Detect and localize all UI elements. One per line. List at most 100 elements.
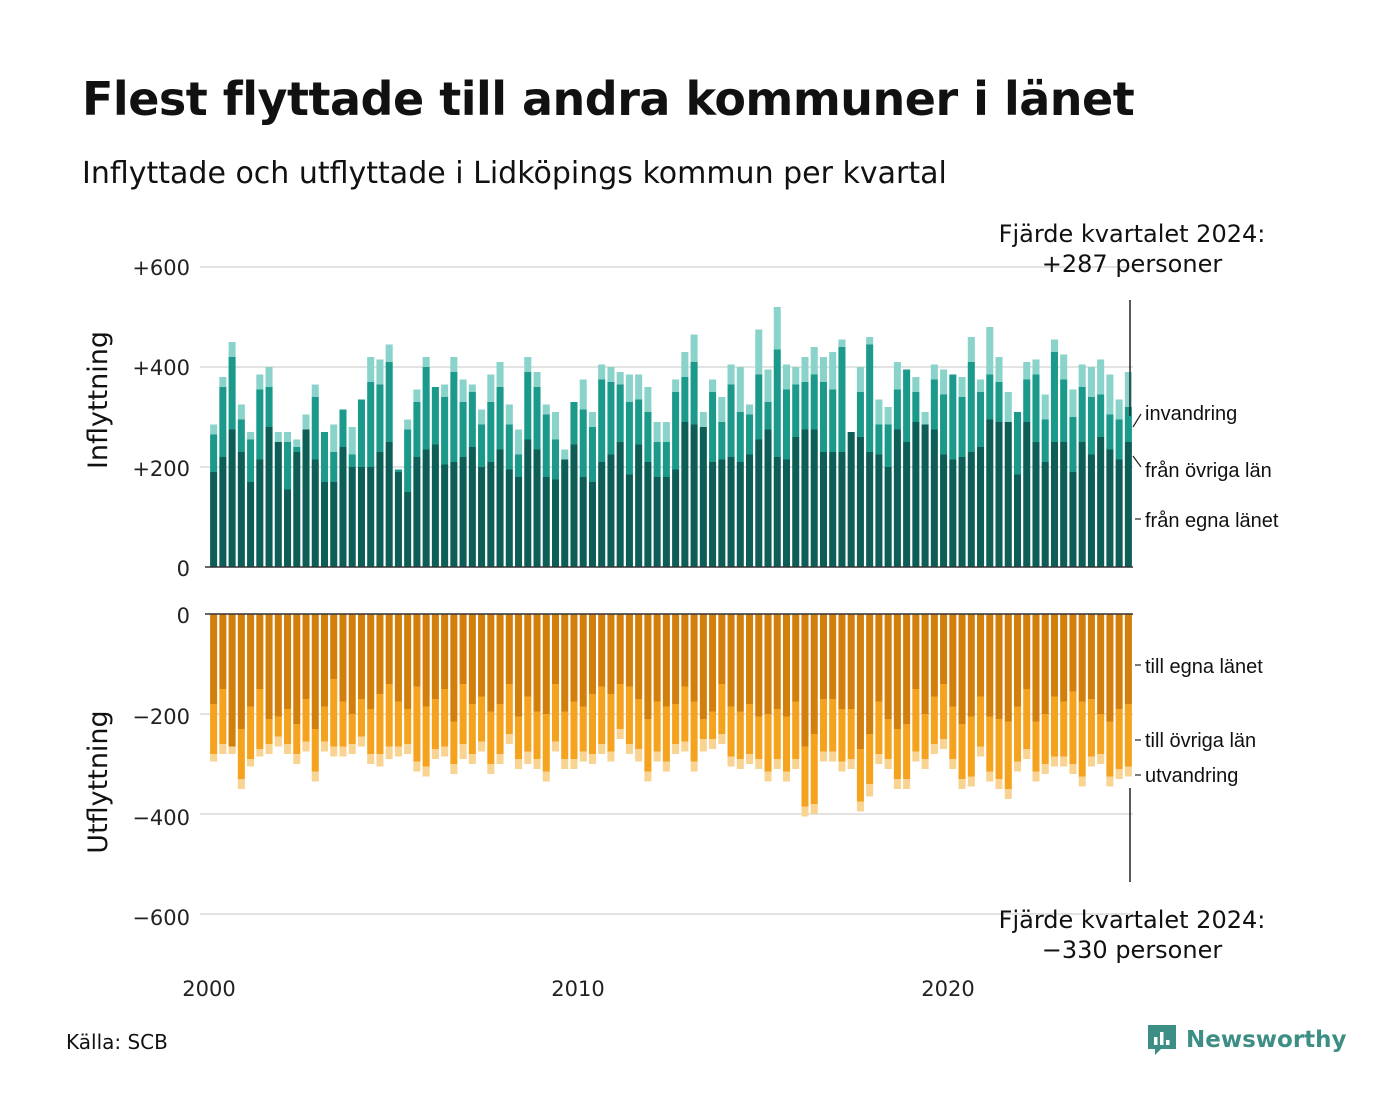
bar-out-own-county [681, 614, 689, 687]
bar-emigration [949, 759, 957, 769]
bar-out-own-county [958, 614, 966, 724]
bar-emigration [662, 761, 670, 772]
bar-in-own-county [866, 452, 874, 567]
bar-out-own-county [1097, 614, 1105, 714]
bar-in-other-counties [893, 389, 901, 430]
bar-immigration [588, 412, 596, 427]
bar-out-own-county [1032, 614, 1040, 722]
bar-out-own-county [893, 614, 901, 729]
bar-emigration [699, 739, 707, 752]
bar-immigration [1060, 354, 1068, 380]
bar-in-own-county [699, 427, 707, 567]
annotation-top-line2: +287 personer [1042, 250, 1223, 278]
bar-out-own-county [468, 614, 476, 704]
bar-out-other-counties [819, 699, 827, 752]
bar-in-own-county [1087, 454, 1095, 567]
bar-in-other-counties [376, 384, 384, 452]
bar-out-own-county [237, 614, 245, 729]
bar-in-other-counties [1060, 379, 1068, 442]
bar-emigration [921, 759, 929, 769]
bar-in-own-county [782, 459, 791, 567]
bar-out-other-counties [773, 709, 781, 759]
bar-out-other-counties [210, 704, 218, 754]
bar-out-own-county [977, 614, 985, 697]
bar-out-other-counties [533, 711, 541, 759]
bar-emigration [570, 759, 578, 769]
bar-out-own-county [625, 614, 633, 687]
bar-out-own-county [736, 614, 744, 712]
bar-out-own-county [256, 614, 264, 689]
bar-immigration [1106, 374, 1114, 415]
bar-immigration [219, 377, 227, 387]
bar-emigration [1106, 776, 1114, 787]
bar-in-other-counties [533, 387, 541, 450]
bar-in-other-counties [607, 382, 615, 455]
bar-emigration [995, 779, 1003, 789]
bar-in-own-county [616, 442, 624, 567]
bar-emigration [1115, 769, 1123, 779]
bar-emigration [764, 771, 772, 782]
bar-out-own-county [533, 614, 541, 712]
bar-emigration [958, 779, 966, 789]
bar-in-own-county [256, 459, 264, 567]
bar-in-other-counties [912, 392, 920, 422]
legend-label-fran-ovriga-lan: från övriga län [1145, 460, 1272, 482]
bar-out-own-county [967, 614, 975, 717]
bar-out-own-county [903, 614, 911, 724]
bar-emigration [903, 779, 911, 789]
bar-out-other-counties [1060, 701, 1068, 757]
bar-emigration [219, 744, 227, 754]
legend-connector-invandring [1132, 413, 1142, 428]
bar-emigration [487, 764, 495, 774]
bar-out-other-counties [1097, 714, 1105, 754]
bar-out-other-counties [625, 686, 633, 744]
bar-immigration [810, 347, 818, 375]
bar-out-own-county [709, 614, 717, 712]
bar-in-own-county [856, 437, 864, 567]
bar-out-own-county [339, 614, 347, 702]
bar-in-other-counties [949, 374, 957, 460]
bar-out-other-counties [949, 706, 957, 759]
bar-out-other-counties [284, 709, 292, 744]
bar-out-own-county [487, 614, 495, 712]
bar-in-other-counties [1097, 394, 1105, 437]
bar-out-other-counties [644, 719, 652, 772]
bar-in-own-county [1004, 422, 1012, 567]
y-tick-bottom-400: −400 [132, 806, 190, 830]
bar-emigration [792, 759, 800, 769]
bar-in-own-county [709, 462, 717, 567]
bar-in-other-counties [672, 392, 680, 470]
bar-immigration [699, 412, 707, 427]
bar-emigration [977, 746, 985, 757]
bar-immigration [533, 372, 541, 387]
bar-in-other-counties [210, 434, 218, 472]
bar-in-other-counties [348, 454, 356, 467]
bar-in-other-counties [311, 397, 319, 460]
bar-emigration [930, 744, 938, 754]
bar-emigration [357, 736, 365, 747]
axes [205, 566, 1133, 615]
bar-in-other-counties [478, 424, 486, 467]
source-note: Källa: SCB [66, 1030, 168, 1054]
bar-in-own-county [394, 472, 402, 567]
bar-immigration [256, 374, 264, 390]
bar-out-own-county [810, 614, 818, 734]
bar-in-other-counties [977, 392, 985, 447]
bar-out-own-county [773, 614, 781, 709]
bar-out-own-county [505, 614, 513, 684]
bar-out-own-county [847, 614, 855, 709]
bar-immigration [459, 379, 467, 402]
bar-out-other-counties [829, 699, 837, 752]
bar-immigration [505, 404, 513, 425]
bar-out-own-county [930, 614, 938, 697]
bar-in-own-county [940, 454, 948, 567]
bar-in-own-county [930, 429, 938, 567]
bar-in-other-counties [746, 414, 754, 455]
bar-in-own-county [1106, 449, 1114, 567]
bar-in-own-county [746, 454, 754, 567]
y-tick-bottom-0: 0 [177, 604, 190, 628]
bar-immigration [478, 409, 486, 425]
bar-in-own-county [228, 429, 236, 567]
bar-in-other-counties [422, 367, 430, 450]
bar-out-own-county [782, 614, 791, 717]
